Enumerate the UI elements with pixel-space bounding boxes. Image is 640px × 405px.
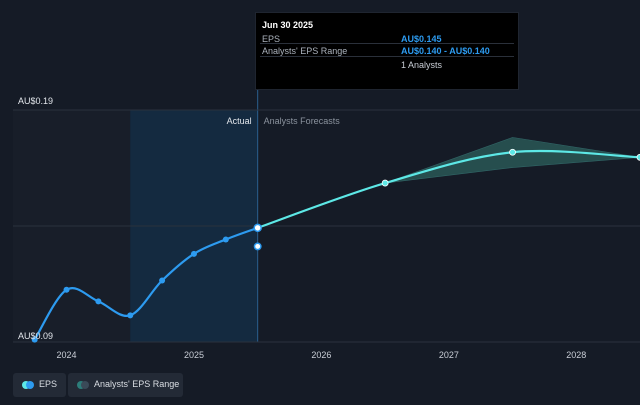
- x-tick-label: 2025: [184, 350, 204, 360]
- forecast-point: [636, 153, 640, 161]
- x-tick-label: 2024: [57, 350, 77, 360]
- tooltip-eps-value: AU$0.145: [401, 34, 442, 44]
- x-tick-label: 2026: [311, 350, 331, 360]
- forecast-line: [257, 149, 640, 229]
- tooltip-date: Jun 30 2025: [262, 20, 314, 30]
- eps-point: [127, 312, 134, 319]
- eps-point: [31, 336, 38, 343]
- legend-range-button[interactable]: Analysts' EPS Range: [68, 373, 183, 397]
- eps-point: [95, 298, 102, 305]
- tooltip-divider: [260, 43, 514, 44]
- eps-point: [253, 223, 262, 233]
- tooltip-eps-label: EPS: [262, 34, 281, 44]
- legend-range-label: Analysts' EPS Range: [94, 379, 180, 389]
- legend-eps-label: EPS: [39, 379, 58, 389]
- forecast-range-area: [385, 137, 640, 184]
- eps-point: [253, 242, 262, 251]
- eps-point: [63, 286, 70, 293]
- y-axis-label-top: AU$0.19: [18, 96, 53, 106]
- legend-eps-button[interactable]: EPS: [13, 373, 66, 397]
- tooltip-range-label: Analysts' EPS Range: [262, 46, 348, 56]
- y-axis-label-bottom: AU$0.09: [18, 331, 53, 341]
- forecast-point: [381, 179, 389, 187]
- tooltip-analysts-count: 1 Analysts: [401, 60, 443, 70]
- range-legend-icon: [81, 381, 89, 389]
- eps-point: [159, 277, 166, 284]
- tooltip-panel: Jun 30 2025 EPS AU$0.145 Analysts' EPS R…: [255, 12, 519, 90]
- tooltip-divider: [260, 56, 514, 57]
- eps-point: [222, 236, 229, 243]
- x-tick-label: 2027: [439, 350, 459, 360]
- forecast-label: Analysts Forecasts: [264, 116, 341, 126]
- actual-label: Actual: [227, 116, 252, 126]
- forecast-point: [509, 148, 516, 156]
- eps-point: [190, 250, 197, 257]
- eps-legend-icon: [26, 381, 34, 389]
- tooltip-range-value: AU$0.140 - AU$0.140: [401, 46, 490, 56]
- x-tick-label: 2028: [566, 350, 586, 360]
